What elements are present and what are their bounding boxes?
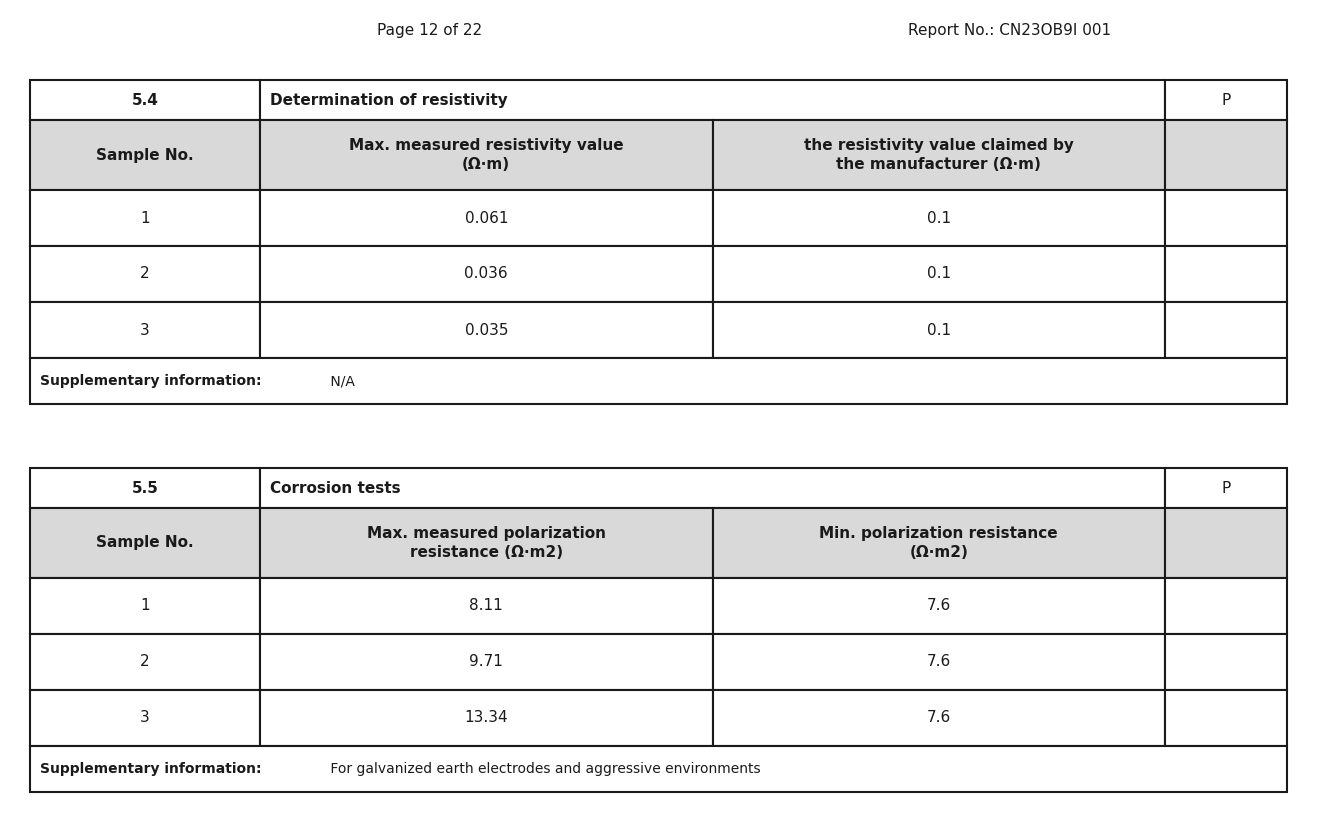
- Text: P: P: [1221, 92, 1230, 108]
- Bar: [259, 468, 1166, 508]
- Bar: [259, 246, 712, 302]
- Text: Sample No.: Sample No.: [96, 535, 194, 551]
- Text: Min. polarization resistance
(Ω·m2): Min. polarization resistance (Ω·m2): [819, 525, 1058, 560]
- Bar: [259, 508, 712, 578]
- Bar: [259, 690, 712, 746]
- Bar: [712, 634, 1166, 690]
- Text: 5.4: 5.4: [132, 92, 158, 108]
- Text: 0.035: 0.035: [465, 323, 508, 337]
- Text: 8.11: 8.11: [469, 599, 503, 614]
- Text: 1: 1: [140, 211, 150, 225]
- Text: 2: 2: [140, 654, 150, 669]
- Text: 0.036: 0.036: [465, 266, 508, 282]
- Bar: [30, 578, 259, 634]
- Text: 0.1: 0.1: [927, 266, 951, 282]
- Text: Supplementary information:: Supplementary information:: [40, 374, 262, 388]
- Bar: [1166, 302, 1287, 358]
- Text: Report No.: CN23OB9I 001: Report No.: CN23OB9I 001: [909, 23, 1112, 38]
- Text: 0.061: 0.061: [465, 211, 508, 225]
- Bar: [1166, 508, 1287, 578]
- Bar: [30, 634, 259, 690]
- Text: 3: 3: [140, 323, 150, 337]
- Text: 13.34: 13.34: [465, 711, 508, 725]
- Text: Max. measured polarization
resistance (Ω·m2): Max. measured polarization resistance (Ω…: [367, 525, 606, 560]
- Bar: [1166, 246, 1287, 302]
- Bar: [259, 80, 1166, 120]
- Text: Max. measured resistivity value
(Ω·m): Max. measured resistivity value (Ω·m): [349, 137, 624, 172]
- Bar: [712, 690, 1166, 746]
- Bar: [1166, 190, 1287, 246]
- Bar: [259, 120, 712, 190]
- Text: Determination of resistivity: Determination of resistivity: [270, 92, 508, 108]
- Bar: [259, 190, 712, 246]
- Bar: [1166, 468, 1287, 508]
- Text: 7.6: 7.6: [927, 711, 951, 725]
- Bar: [712, 246, 1166, 302]
- Bar: [1166, 120, 1287, 190]
- Bar: [30, 508, 259, 578]
- Text: 7.6: 7.6: [927, 599, 951, 614]
- Text: Page 12 of 22: Page 12 of 22: [378, 23, 482, 38]
- Text: Corrosion tests: Corrosion tests: [270, 480, 400, 495]
- Bar: [30, 246, 259, 302]
- Bar: [30, 746, 1287, 792]
- Bar: [30, 120, 259, 190]
- Text: 0.1: 0.1: [927, 211, 951, 225]
- Bar: [259, 578, 712, 634]
- Bar: [1166, 634, 1287, 690]
- Text: P: P: [1221, 480, 1230, 495]
- Bar: [30, 80, 259, 120]
- Text: 9.71: 9.71: [469, 654, 503, 669]
- Bar: [30, 190, 259, 246]
- Bar: [259, 634, 712, 690]
- Bar: [1166, 578, 1287, 634]
- Text: 2: 2: [140, 266, 150, 282]
- Bar: [712, 508, 1166, 578]
- Bar: [712, 302, 1166, 358]
- Bar: [30, 302, 259, 358]
- Bar: [712, 578, 1166, 634]
- Text: N/A: N/A: [325, 374, 354, 388]
- Text: 5.5: 5.5: [132, 480, 158, 495]
- Text: 7.6: 7.6: [927, 654, 951, 669]
- Bar: [30, 468, 259, 508]
- Text: the resistivity value claimed by
the manufacturer (Ω·m): the resistivity value claimed by the man…: [803, 137, 1073, 172]
- Text: 1: 1: [140, 599, 150, 614]
- Text: 0.1: 0.1: [927, 323, 951, 337]
- Text: 3: 3: [140, 711, 150, 725]
- Text: For galvanized earth electrodes and aggressive environments: For galvanized earth electrodes and aggr…: [325, 762, 760, 776]
- Bar: [712, 120, 1166, 190]
- Bar: [1166, 690, 1287, 746]
- Bar: [30, 358, 1287, 404]
- Text: Sample No.: Sample No.: [96, 148, 194, 163]
- Bar: [1166, 80, 1287, 120]
- Bar: [712, 190, 1166, 246]
- Text: Supplementary information:: Supplementary information:: [40, 762, 262, 776]
- Bar: [30, 690, 259, 746]
- Bar: [259, 302, 712, 358]
